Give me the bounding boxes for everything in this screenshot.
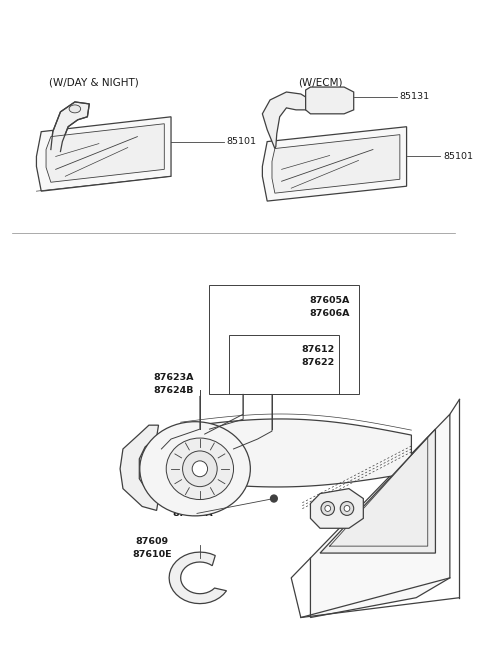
Polygon shape <box>51 102 89 151</box>
Polygon shape <box>120 425 158 510</box>
Text: 87623A: 87623A <box>154 373 194 382</box>
Bar <box>209 286 359 394</box>
Circle shape <box>344 506 350 512</box>
Polygon shape <box>311 489 363 529</box>
Text: 85101: 85101 <box>227 137 257 146</box>
Ellipse shape <box>140 422 251 516</box>
Text: 87610E: 87610E <box>132 550 172 559</box>
Polygon shape <box>311 414 450 618</box>
Polygon shape <box>320 429 435 553</box>
Text: 87609: 87609 <box>135 536 168 546</box>
Circle shape <box>182 451 217 487</box>
Text: 87622: 87622 <box>301 358 335 367</box>
Text: 85131: 85131 <box>400 92 430 102</box>
Polygon shape <box>169 552 227 604</box>
Text: 87624B: 87624B <box>154 386 194 395</box>
Polygon shape <box>46 124 164 182</box>
Circle shape <box>192 461 207 477</box>
Polygon shape <box>272 135 400 193</box>
Text: 87611A: 87611A <box>173 509 214 518</box>
Circle shape <box>271 495 277 502</box>
Text: (W/ECM): (W/ECM) <box>298 77 342 87</box>
Text: 87605A: 87605A <box>310 296 350 305</box>
Polygon shape <box>263 126 407 201</box>
Text: 87612: 87612 <box>301 345 335 354</box>
Polygon shape <box>306 87 354 114</box>
Ellipse shape <box>166 438 234 500</box>
Ellipse shape <box>69 105 81 113</box>
Text: 85101: 85101 <box>443 152 473 161</box>
Circle shape <box>340 502 354 515</box>
Bar <box>228 335 339 394</box>
Polygon shape <box>36 117 171 191</box>
Circle shape <box>321 502 335 515</box>
Circle shape <box>325 506 331 512</box>
Polygon shape <box>154 419 411 487</box>
Text: (W/DAY & NIGHT): (W/DAY & NIGHT) <box>49 77 139 87</box>
Polygon shape <box>263 92 311 149</box>
Text: 87606A: 87606A <box>310 309 350 318</box>
